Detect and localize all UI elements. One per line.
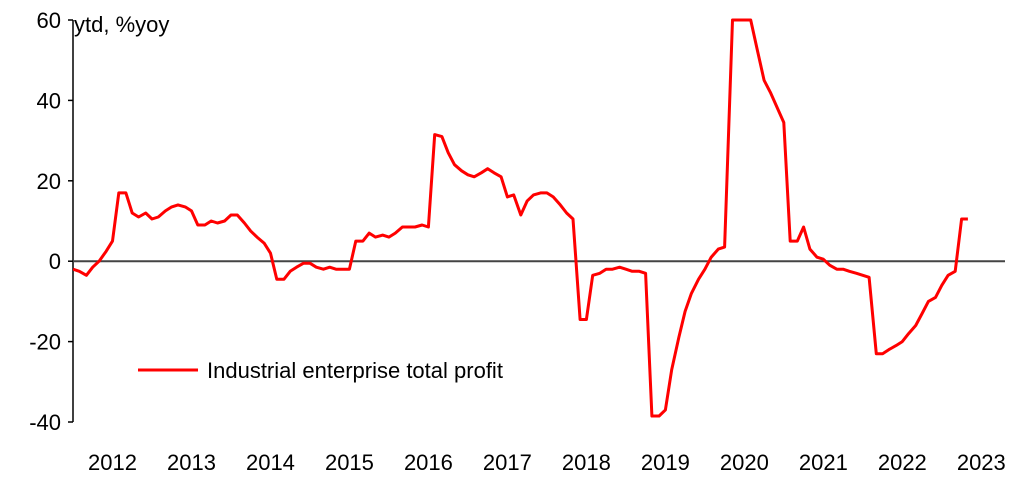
x-tick-label: 2023 <box>957 450 1006 475</box>
series-layer <box>73 18 968 418</box>
x-tick-label: 2015 <box>325 450 374 475</box>
x-tick-label: 2014 <box>246 450 295 475</box>
y-tick-label: 20 <box>37 169 61 194</box>
x-tick-label: 2012 <box>88 450 137 475</box>
y-axis-unit-label: ytd, %yoy <box>74 12 169 37</box>
x-tick-label: 2018 <box>562 450 611 475</box>
x-tick-label: 2019 <box>641 450 690 475</box>
y-tick-label: 0 <box>49 249 61 274</box>
x-tick-label: 2017 <box>483 450 532 475</box>
x-tick-label: 2016 <box>404 450 453 475</box>
x-tick-label: 2013 <box>167 450 216 475</box>
legend: Industrial enterprise total profit <box>138 358 503 383</box>
legend-label-industrial-profit: Industrial enterprise total profit <box>207 358 503 383</box>
y-axis-ticks: 60 40 20 0 -20 -40 <box>29 8 73 435</box>
x-tick-label: 2022 <box>878 450 927 475</box>
y-tick-label: 40 <box>37 88 61 113</box>
series-line-industrial-profit <box>73 18 968 418</box>
y-tick-label: -40 <box>29 410 61 435</box>
x-axis-ticks: 2012 2013 2014 2015 2016 2017 2018 2019 2020 2021… <box>88 450 1006 475</box>
y-tick-label: -20 <box>29 330 61 355</box>
x-tick-label: 2020 <box>720 450 769 475</box>
y-tick-label: 60 <box>37 8 61 33</box>
x-tick-label: 2021 <box>799 450 848 475</box>
